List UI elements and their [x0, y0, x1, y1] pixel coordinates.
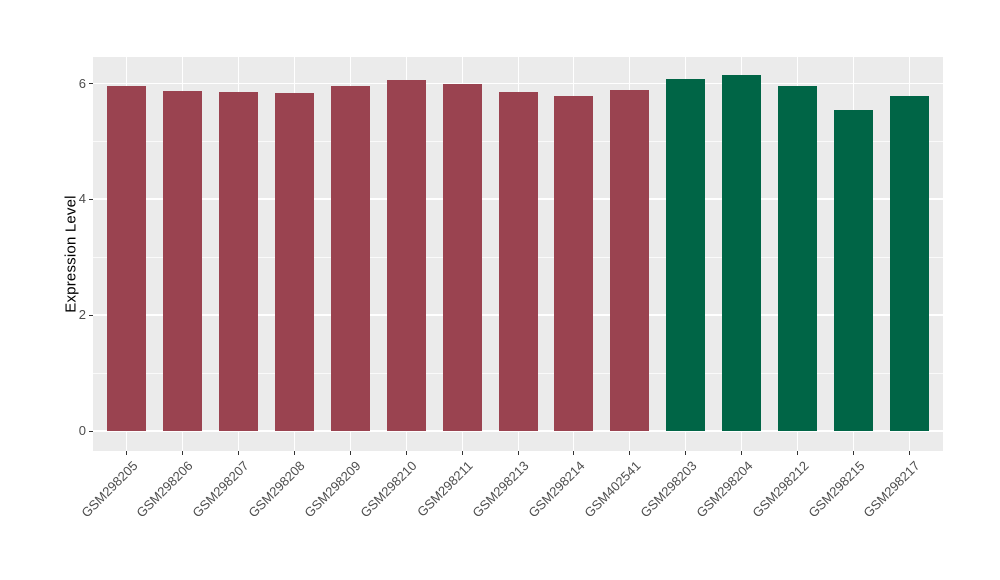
x-tick-mark — [797, 451, 799, 455]
bar-GSM298204 — [722, 74, 762, 431]
x-tick-mark — [629, 451, 631, 455]
x-tick-mark — [293, 451, 295, 455]
x-tick-label: GSM298211 — [414, 458, 476, 520]
x-tick-mark — [405, 451, 407, 455]
x-tick-label: GSM298203 — [637, 458, 700, 521]
bar-GSM298210 — [386, 80, 426, 431]
x-tick-mark — [573, 451, 575, 455]
x-tick-mark — [349, 451, 351, 455]
plot-panel — [93, 57, 943, 451]
bar-GSM298213 — [498, 92, 538, 431]
x-tick-label: GSM298214 — [525, 458, 588, 521]
bar-GSM298214 — [554, 95, 594, 431]
y-tick-label: 4 — [78, 191, 86, 207]
x-tick-label: GSM298207 — [189, 458, 253, 521]
x-tick-label: GSM298208 — [245, 458, 308, 521]
bar-GSM298203 — [666, 78, 706, 431]
y-tick-label: 0 — [78, 423, 86, 438]
x-tick-label: GSM298204 — [693, 458, 756, 521]
x-tick-mark — [181, 451, 183, 455]
x-tick-mark — [517, 451, 519, 455]
bar-GSM298215 — [834, 110, 874, 431]
y-tick-mark — [89, 314, 93, 316]
bar-GSM298207 — [218, 91, 258, 431]
x-tick-label: GSM298206 — [133, 458, 197, 521]
x-tick-label: GSM298210 — [357, 458, 420, 521]
x-tick-label: GSM298217 — [860, 458, 924, 521]
x-tick-label: GSM298205 — [77, 458, 141, 521]
x-tick-mark — [741, 451, 743, 455]
y-tick-mark — [89, 198, 93, 200]
y-tick-mark — [89, 83, 93, 85]
bar-GSM298208 — [274, 93, 314, 431]
x-tick-label: GSM298212 — [748, 458, 812, 521]
x-tick-label: GSM298209 — [301, 458, 364, 521]
bar-GSM298205 — [107, 85, 147, 431]
y-axis-title: Expression Level — [62, 195, 80, 313]
bar-GSM298212 — [778, 85, 818, 431]
x-tick-mark — [908, 451, 910, 455]
x-tick-mark — [126, 451, 128, 455]
bar-GSM298211 — [442, 83, 482, 431]
bar-GSM298209 — [330, 86, 370, 431]
y-tick-mark — [89, 430, 93, 432]
y-tick-label: 6 — [78, 75, 86, 91]
x-tick-label: GSM298215 — [804, 458, 868, 521]
x-tick-label: GSM298213 — [469, 458, 532, 521]
x-tick-mark — [237, 451, 239, 455]
bar-GSM298217 — [889, 96, 929, 431]
y-tick-label: 2 — [78, 307, 86, 323]
x-tick-mark — [461, 451, 463, 455]
x-tick-label: GSM402541 — [581, 458, 644, 521]
bar-GSM298206 — [162, 90, 202, 431]
x-tick-mark — [685, 451, 687, 455]
bar-GSM402541 — [610, 89, 650, 431]
x-tick-mark — [853, 451, 855, 455]
